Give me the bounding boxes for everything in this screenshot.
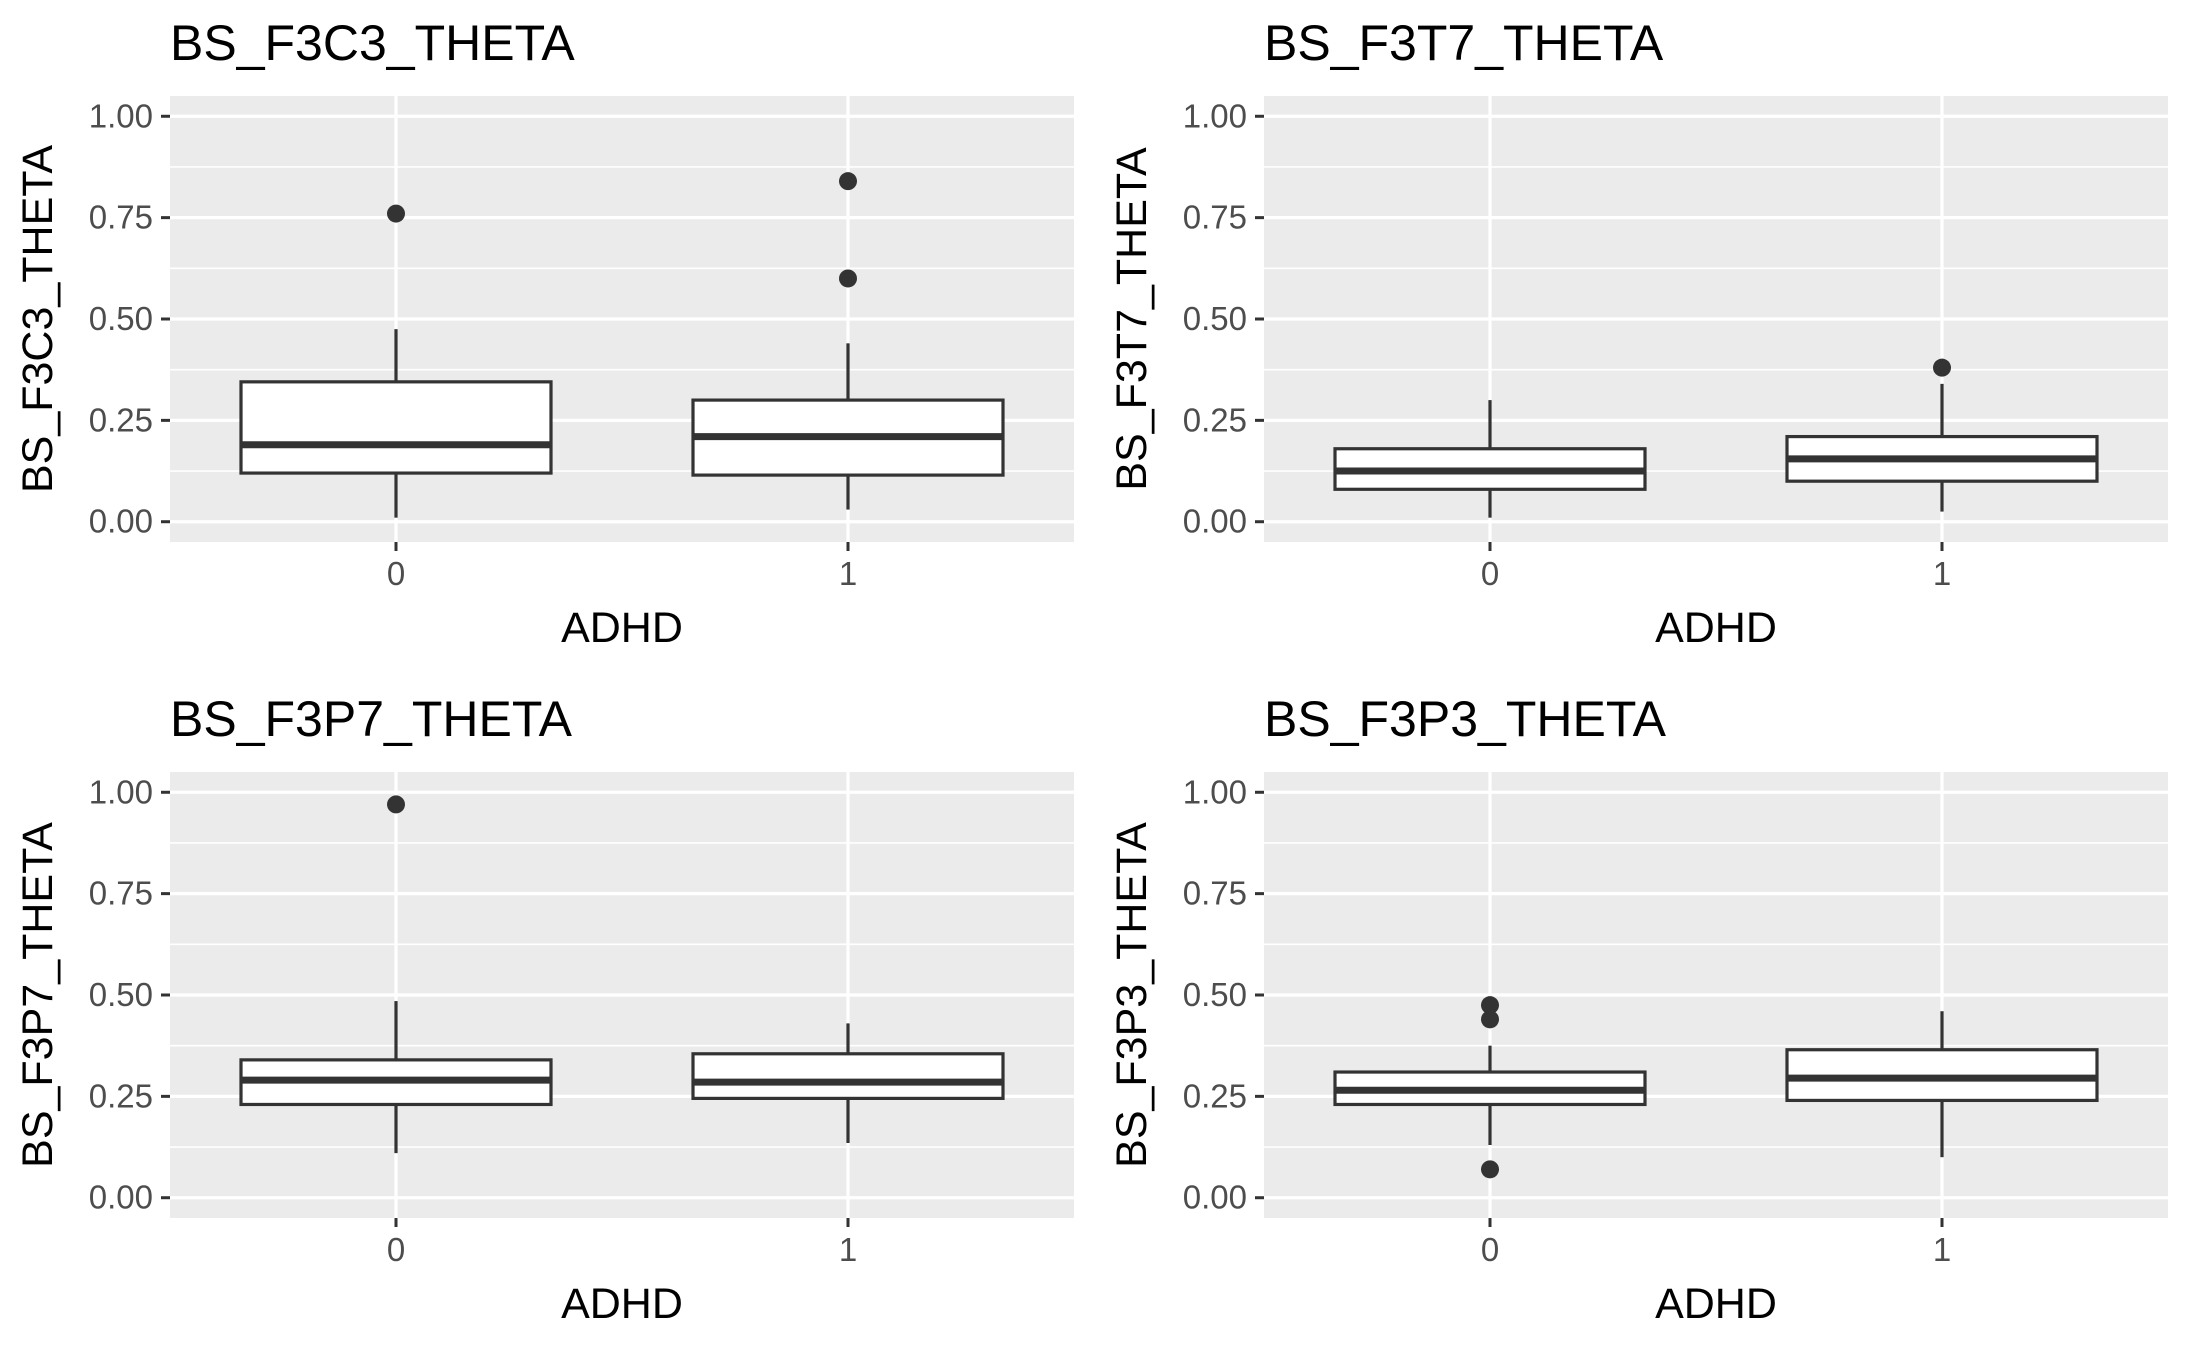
y-tick-label: 0.50 <box>89 976 153 1013</box>
outlier-point <box>839 172 857 191</box>
outlier-point <box>839 269 857 288</box>
outlier-point <box>1481 1010 1499 1029</box>
box-0 <box>239 204 553 518</box>
x-tick-label: 0 <box>1481 555 1499 592</box>
chart-panel-3: 0.00 0.25 0.50 0.75 1.00 0 1 BS_F3P7_THETA ADHD B… <box>14 691 1074 1328</box>
y-tick-label: 1.00 <box>89 773 153 810</box>
x-tick-label: 1 <box>839 555 857 592</box>
y-tick-label: 0.00 <box>1183 1179 1247 1216</box>
x-axis-title: ADHD <box>1655 1280 1777 1328</box>
outlier-point <box>1481 1160 1499 1179</box>
x-axis-title: ADHD <box>561 1280 683 1328</box>
y-tick-label: 0.75 <box>1183 199 1247 236</box>
y-tick-label: 1.00 <box>1183 773 1247 810</box>
chart-title: BS_F3P3_THETA <box>1264 691 1667 747</box>
chart-title: BS_F3P7_THETA <box>170 691 573 747</box>
y-tick-label: 0.75 <box>1183 875 1247 912</box>
y-tick-label: 0.00 <box>1183 503 1247 540</box>
y-tick-label: 0.25 <box>89 1077 153 1114</box>
y-axis-title: BS_F3T7_THETA <box>1108 147 1156 491</box>
x-axis-title: ADHD <box>561 604 683 652</box>
box-1 <box>1785 358 2099 512</box>
outlier-point <box>387 204 405 223</box>
box-1 <box>691 172 1005 510</box>
x-tick-label: 0 <box>387 555 405 592</box>
box-0 <box>1333 996 1647 1179</box>
x-tick-label: 0 <box>1481 1231 1499 1268</box>
y-axis-title: BS_F3P7_THETA <box>14 822 62 1168</box>
chart-panel-4: 0.00 0.25 0.50 0.75 1.00 0 1 BS_F3P3_THETA ADHD B… <box>1108 691 2168 1328</box>
box-iqr <box>691 1052 1005 1100</box>
y-tick-label: 0.50 <box>1183 976 1247 1013</box>
x-tick-label: 1 <box>1933 1231 1951 1268</box>
y-tick-label: 0.25 <box>1183 1077 1247 1114</box>
y-tick-label: 0.50 <box>89 300 153 337</box>
x-axis-title: ADHD <box>1655 604 1777 652</box>
box-iqr <box>239 380 553 475</box>
chart-title: BS_F3T7_THETA <box>1264 15 1664 71</box>
y-axis-title: BS_F3P3_THETA <box>1108 822 1156 1168</box>
chart-panel-1: 0.00 0.25 0.50 0.75 1.00 0 1 BS_F3C3_THETA ADHD B… <box>14 15 1074 652</box>
box-0 <box>1333 400 1647 518</box>
y-tick-label: 1.00 <box>89 97 153 134</box>
y-tick-label: 0.25 <box>1183 401 1247 438</box>
box-1 <box>1785 1011 2099 1158</box>
box-0 <box>239 795 553 1154</box>
x-tick-label: 1 <box>839 1231 857 1268</box>
box-1 <box>691 1023 1005 1143</box>
outlier-point <box>1933 358 1951 377</box>
y-tick-label: 0.00 <box>89 1179 153 1216</box>
y-tick-label: 0.75 <box>89 875 153 912</box>
outlier-point <box>387 795 405 814</box>
y-tick-label: 0.00 <box>89 503 153 540</box>
y-tick-label: 0.50 <box>1183 300 1247 337</box>
y-tick-label: 0.25 <box>89 401 153 438</box>
y-tick-label: 0.75 <box>89 199 153 236</box>
y-axis-title: BS_F3C3_THETA <box>14 145 62 493</box>
chart-title: BS_F3C3_THETA <box>170 15 575 71</box>
chart-panel-2: 0.00 0.25 0.50 0.75 1.00 0 1 BS_F3T7_THETA ADHD B… <box>1108 15 2168 652</box>
x-tick-label: 0 <box>387 1231 405 1268</box>
outlier-point <box>1481 996 1499 1015</box>
x-tick-label: 1 <box>1933 555 1951 592</box>
y-tick-label: 1.00 <box>1183 97 1247 134</box>
